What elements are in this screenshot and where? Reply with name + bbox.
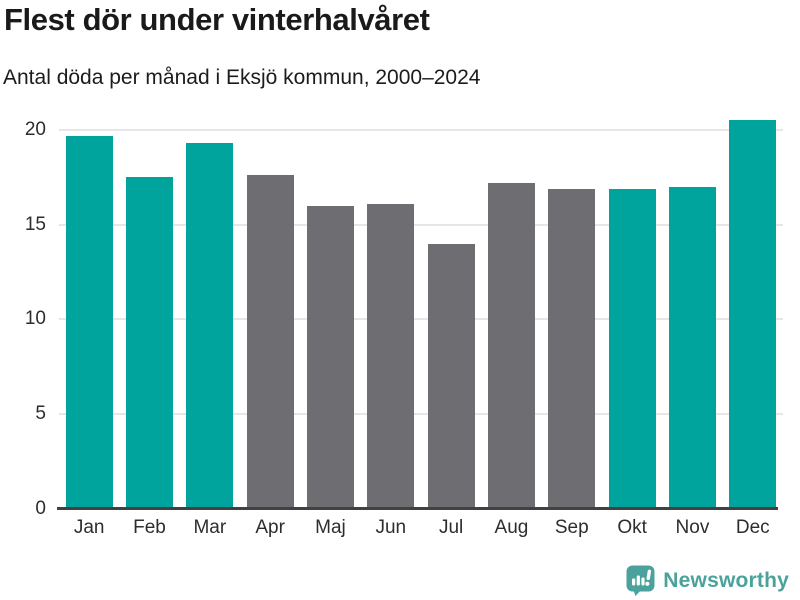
bar-slot-mar: [180, 110, 240, 509]
bar-jan: [65, 135, 113, 509]
y-axis-labels: 0 5 10 15 20: [0, 110, 46, 519]
x-tick-feb: Feb: [133, 517, 166, 538]
bar-apr: [246, 175, 294, 509]
x-tick-jul: Jul: [438, 517, 464, 538]
bar-slot-maj: [300, 110, 360, 509]
newsworthy-logo: Newsworthy: [626, 565, 789, 596]
y-tick-20: 20: [24, 118, 46, 140]
bar-slot-jul: [421, 110, 481, 509]
bar-jul: [427, 243, 475, 509]
gridline-15: [59, 223, 783, 226]
x-tick-maj: Maj: [315, 517, 346, 538]
y-tick-5: 5: [35, 403, 46, 425]
bar-chart-speech-bubble-icon: [626, 565, 655, 596]
x-tick-nov: Nov: [675, 517, 710, 538]
bar-aug: [487, 182, 535, 509]
bar-mar: [186, 143, 234, 509]
x-tick-jun: Jun: [375, 517, 407, 538]
bar-slot-apr: [240, 110, 300, 509]
bar-feb: [125, 177, 173, 509]
x-axis-baseline: [57, 507, 778, 510]
x-axis-labels: Jan Feb Mar Apr Maj Jun Jul Aug Sep Okt Nov Dec: [59, 517, 783, 539]
y-tick-10: 10: [24, 308, 46, 330]
bar-sep: [548, 188, 596, 509]
x-tick-okt: Okt: [617, 517, 647, 538]
gridline-5: [59, 413, 783, 416]
bar-dec: [729, 120, 777, 509]
bar-okt: [608, 188, 656, 509]
y-tick-15: 15: [24, 213, 46, 235]
chart-title: Flest dör under vinterhalvåret: [4, 2, 430, 37]
x-tick-dec: Dec: [735, 517, 770, 538]
plot-area: [57, 110, 783, 510]
bar-nov: [668, 186, 716, 509]
gridline-10: [59, 318, 783, 321]
x-tick-mar: Mar: [193, 517, 227, 538]
bar-slot-nov: [662, 110, 722, 509]
bar-jun: [367, 203, 415, 509]
x-tick-sep: Sep: [554, 517, 589, 538]
bar-slot-aug: [481, 110, 541, 509]
x-tick-apr: Apr: [255, 517, 285, 538]
bar-maj: [306, 205, 354, 509]
bar-series: [59, 110, 783, 509]
bar-slot-feb: [119, 110, 179, 509]
bar-slot-okt: [602, 110, 662, 509]
brand-name: Newsworthy: [663, 568, 789, 592]
gridline-20: [59, 128, 783, 131]
x-tick-jan: Jan: [73, 517, 105, 538]
bar-slot-sep: [542, 110, 602, 509]
x-tick-aug: Aug: [494, 517, 529, 538]
chart-subtitle: Antal döda per månad i Eksjö kommun, 200…: [3, 66, 481, 89]
bar-slot-jan: [59, 110, 119, 509]
bar-slot-jun: [361, 110, 421, 509]
bar-slot-dec: [723, 110, 783, 509]
y-tick-0: 0: [35, 498, 46, 519]
